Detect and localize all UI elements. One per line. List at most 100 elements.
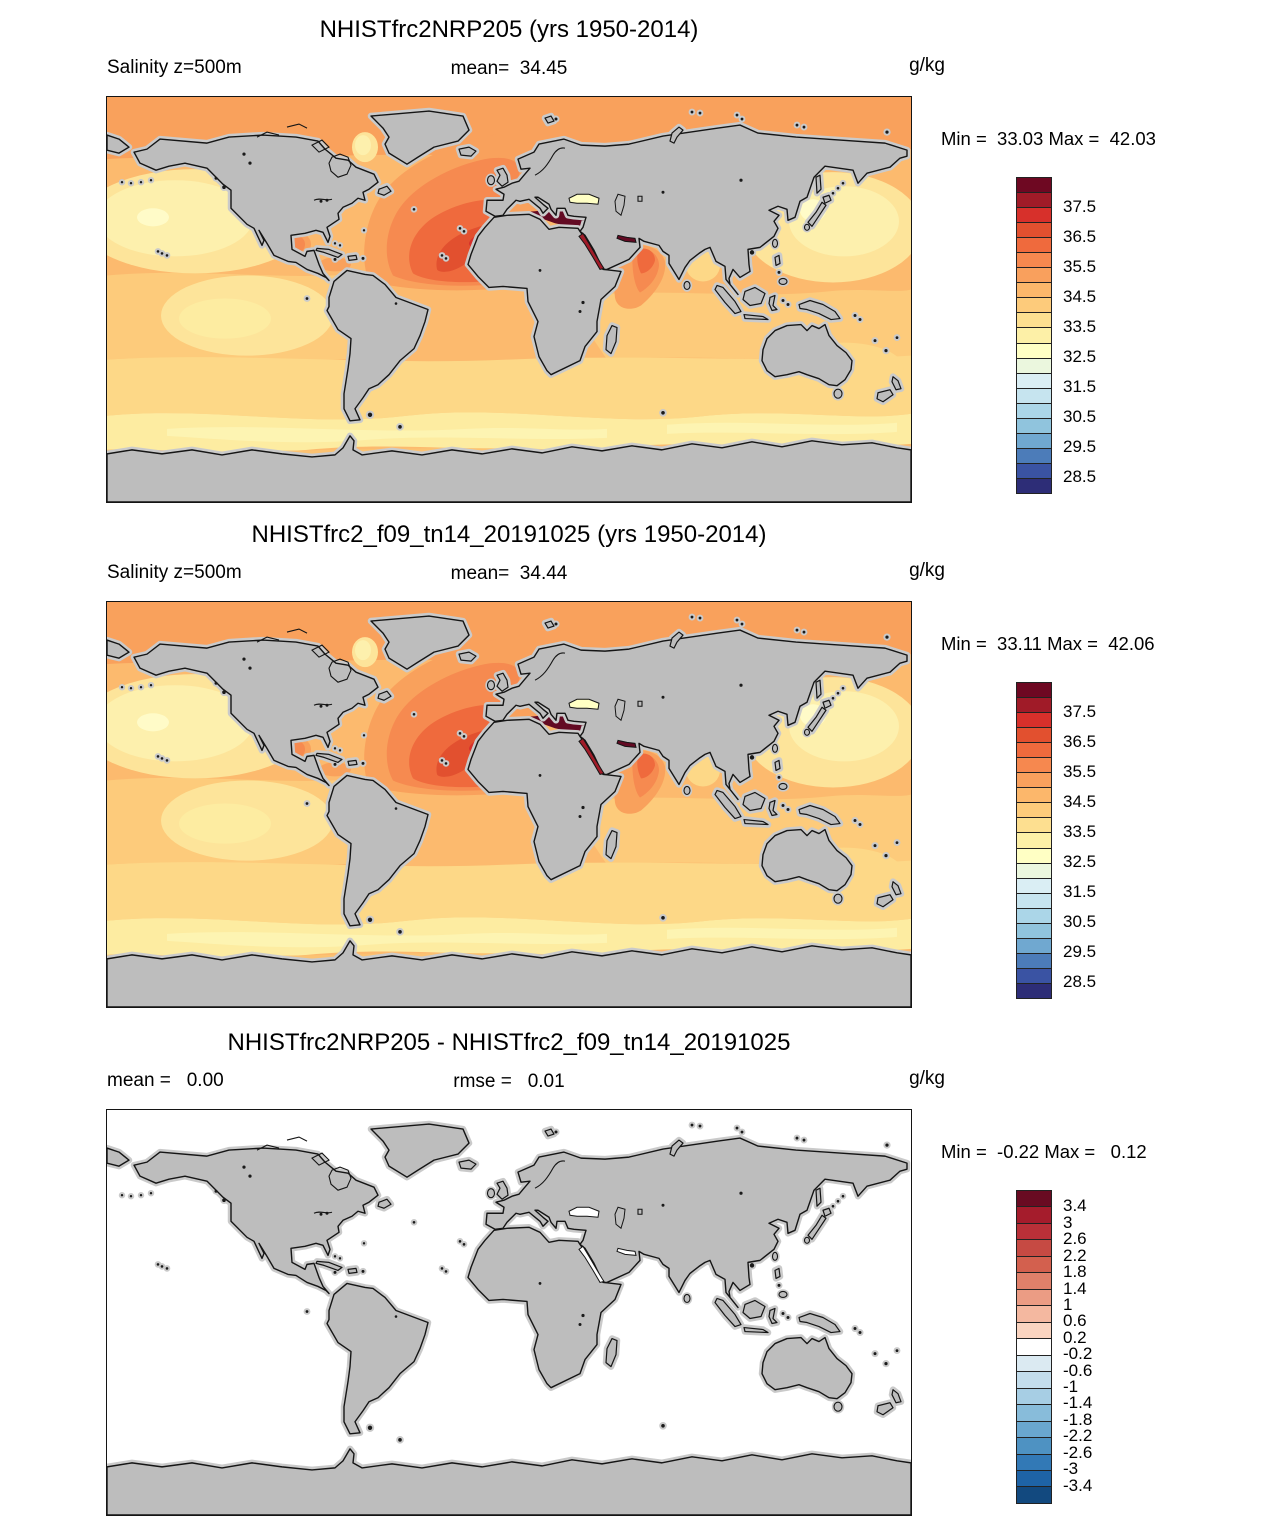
colorbar-tick-label: -2.2 [1063, 1426, 1093, 1446]
panel-1-colorbar [1016, 177, 1052, 494]
colorbar-cell [1017, 937, 1051, 953]
colorbar-cell [1017, 862, 1051, 878]
colorbar-cell [1017, 1404, 1051, 1421]
colorbar-tick-label: 31.5 [1063, 377, 1097, 396]
colorbar-cell [1017, 952, 1051, 968]
colorbar-tick-label: 29.5 [1063, 437, 1097, 456]
colorbar-tick-label: -2.6 [1063, 1442, 1093, 1462]
colorbar-tick-label: 28.5 [1063, 972, 1097, 991]
colorbar-tick-label: 32.5 [1063, 852, 1097, 871]
colorbar-cell [1017, 727, 1051, 743]
colorbar-tick-label: 32.5 [1063, 347, 1097, 366]
colorbar-tick-label: 1.4 [1063, 1278, 1087, 1298]
panel-3: NHISTfrc2NRP205 - NHISTfrc2_f09_tn14_201… [0, 1013, 1285, 1519]
panel-1-variable-label: Salinity z=500m [107, 57, 242, 78]
panel-2-minmax: Min = 33.11 Max = 42.06 [941, 633, 1155, 654]
panel-3-subheader: mean = 0.00 rmse = 0.01 g/kg [107, 1068, 945, 1096]
colorbar-cell [1017, 1305, 1051, 1322]
panel-3-title: NHISTfrc2NRP205 - NHISTfrc2_f09_tn14_201… [227, 1029, 791, 1056]
colorbar-tick-label: 37.5 [1063, 702, 1097, 721]
colorbar-cell [1017, 387, 1051, 403]
colorbar-cell [1017, 342, 1051, 358]
colorbar-cell [1017, 417, 1051, 433]
colorbar-cell [1017, 1272, 1051, 1289]
world-map-svg [107, 97, 911, 502]
colorbar-tick-label: 3.4 [1063, 1196, 1087, 1216]
colorbar-cell [1017, 907, 1051, 923]
colorbar-cell [1017, 207, 1051, 223]
panel-3-colorbar [1016, 1190, 1052, 1504]
panel-2: NHISTfrc2_f09_tn14_20191025 (yrs 1950-20… [0, 505, 1285, 1011]
panel-2-variable-label: Salinity z=500m [107, 562, 242, 583]
colorbar-cell [1017, 178, 1051, 193]
colorbar-cell [1017, 683, 1051, 698]
colorbar-tick-label: 33.5 [1063, 317, 1097, 336]
colorbar-tick-label: -1 [1063, 1377, 1079, 1397]
colorbar-cell [1017, 372, 1051, 388]
colorbar-cell [1017, 477, 1051, 493]
colorbar-cell [1017, 1437, 1051, 1454]
colorbar-cell [1017, 192, 1051, 208]
panel-1-world-map [106, 96, 912, 503]
colorbar-cell [1017, 1371, 1051, 1388]
colorbar-cell [1017, 432, 1051, 448]
panel-3-rmse-label: rmse = 0.01 [453, 1071, 565, 1092]
colorbar-tick-label: 31.5 [1063, 882, 1097, 901]
colorbar-tick-label: 35.5 [1063, 762, 1097, 781]
colorbar-tick-label: 3 [1063, 1212, 1073, 1232]
colorbar-cell [1017, 847, 1051, 863]
colorbar-tick-label: 36.5 [1063, 227, 1097, 246]
panel-2-title: NHISTfrc2_f09_tn14_20191025 (yrs 1950-20… [251, 521, 767, 548]
panel-3-unit-label: g/kg [909, 1068, 945, 1089]
panel-3-world-map [106, 1109, 912, 1516]
colorbar-tick-label: -0.6 [1063, 1360, 1093, 1380]
colorbar-cell [1017, 772, 1051, 788]
colorbar-tick-label: 30.5 [1063, 912, 1097, 931]
panel-1-mean-label: mean= 34.45 [450, 58, 568, 79]
colorbar-cell [1017, 802, 1051, 818]
panel-2-mean-label: mean= 34.44 [450, 563, 568, 584]
panel-1-unit-label: g/kg [909, 55, 945, 76]
colorbar-cell [1017, 267, 1051, 283]
world-map-svg [107, 1110, 911, 1515]
panel-3-minmax: Min = -0.22 Max = 0.12 [941, 1141, 1147, 1162]
colorbar-tick-label: 33.5 [1063, 822, 1097, 841]
colorbar-cell [1017, 357, 1051, 373]
colorbar-cell [1017, 967, 1051, 983]
colorbar-tick-label: 37.5 [1063, 197, 1097, 216]
panel-2-unit-label: g/kg [909, 560, 945, 581]
colorbar-tick-label: -3.4 [1063, 1475, 1093, 1495]
colorbar-cell [1017, 922, 1051, 938]
colorbar-tick-label: 0.2 [1063, 1327, 1087, 1347]
colorbar-tick-label: -1.4 [1063, 1393, 1093, 1413]
colorbar-cell [1017, 327, 1051, 343]
colorbar-cell [1017, 892, 1051, 908]
colorbar-tick-label: 34.5 [1063, 287, 1097, 306]
colorbar-cell [1017, 1453, 1051, 1470]
colorbar-cell [1017, 877, 1051, 893]
colorbar-tick-label: 1.8 [1063, 1262, 1087, 1282]
colorbar-cell [1017, 1222, 1051, 1240]
colorbar-cell [1017, 817, 1051, 833]
colorbar-cell [1017, 1387, 1051, 1405]
colorbar-tick-label: -1.8 [1063, 1409, 1093, 1429]
colorbar-cell [1017, 1206, 1051, 1223]
panel-2-colorbar [1016, 682, 1052, 999]
panel-1-title: NHISTfrc2NRP205 (yrs 1950-2014) [319, 16, 699, 43]
panel-2-subheader: Salinity z=500m mean= 34.44 g/kg [107, 560, 945, 588]
colorbar-cell [1017, 832, 1051, 848]
colorbar-tick-label: 28.5 [1063, 467, 1097, 486]
colorbar-cell [1017, 787, 1051, 803]
colorbar-tick-label: 30.5 [1063, 407, 1097, 426]
colorbar-cell [1017, 1354, 1051, 1372]
colorbar-tick-label: 2.2 [1063, 1245, 1087, 1265]
colorbar-cell [1017, 742, 1051, 758]
panel-1: NHISTfrc2NRP205 (yrs 1950-2014) Salinity… [0, 0, 1285, 506]
colorbar-cell [1017, 312, 1051, 328]
world-map-svg [107, 602, 911, 1007]
colorbar-tick-label: 35.5 [1063, 257, 1097, 276]
colorbar-cell [1017, 1255, 1051, 1273]
panel-1-subheader: Salinity z=500m mean= 34.45 g/kg [107, 55, 945, 83]
colorbar-cell [1017, 712, 1051, 728]
